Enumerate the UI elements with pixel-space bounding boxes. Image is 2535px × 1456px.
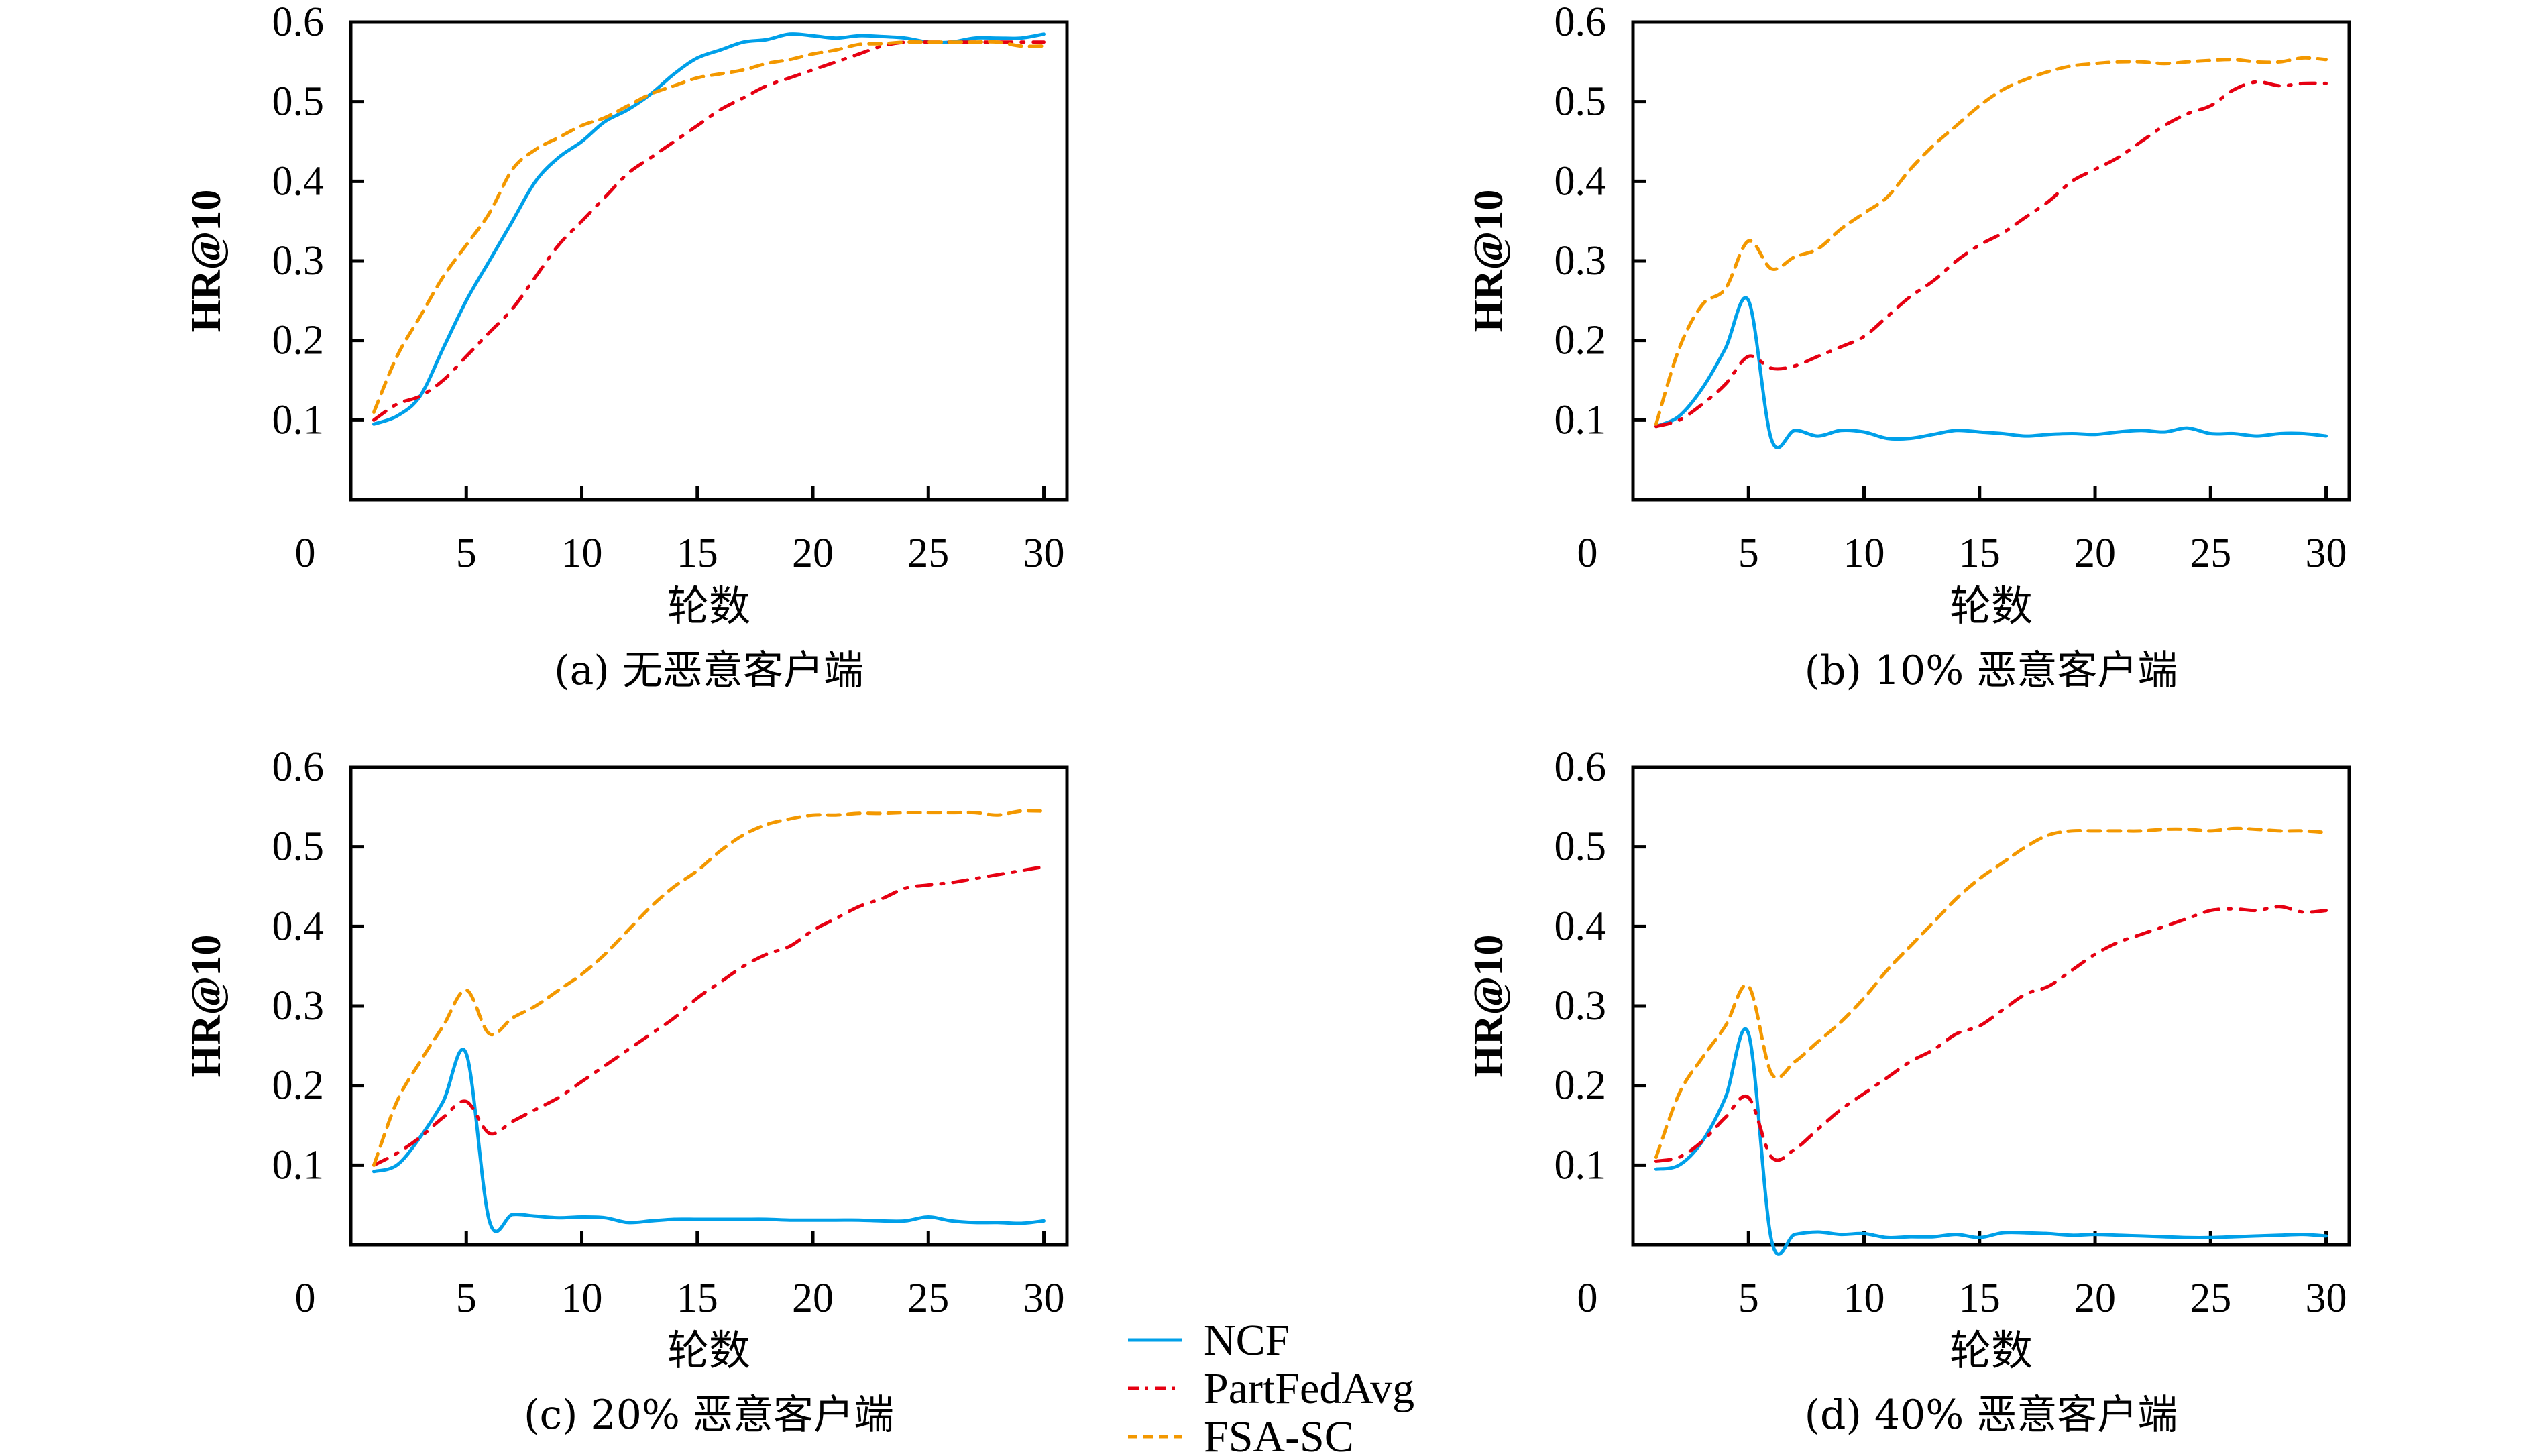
y-tick-label: 0.4 (1555, 158, 1607, 204)
series-line-partfedavg (1654, 905, 2328, 1163)
x-tick-label: 15 (677, 530, 718, 576)
x-tick-label: 5 (1738, 530, 1759, 576)
x-tick-label: 15 (677, 1276, 718, 1321)
y-tick-label: 0.1 (272, 397, 325, 443)
series-line-partfedavg (1654, 80, 2328, 429)
x-tick-label: 20 (2074, 530, 2116, 576)
x-tick-label: 0 (1577, 1276, 1598, 1321)
y-tick-label: 0.6 (1555, 0, 1607, 45)
y-tick-label: 0.1 (272, 1142, 325, 1188)
y-tick-label: 0.5 (1555, 79, 1607, 125)
series-line-partfedavg (372, 864, 1046, 1167)
legend-item: FSA-SC (1128, 1412, 1354, 1456)
panel-b: 0.1 0.2 0.3 0.4 0.5 0.6 0 5 10 15 20 25 30 轮数 HR@10 (b)… (1466, 0, 2351, 694)
y-tick-label: 0.6 (272, 744, 325, 790)
y-axis-title: HR@10 (1466, 190, 1512, 333)
series-line-ncf (372, 32, 1046, 426)
y-tick-label: 0.4 (1555, 903, 1607, 949)
series-line-fsa-sc (372, 40, 1046, 414)
y-tick-label: 0.5 (1555, 824, 1607, 870)
x-tick-label: 30 (2306, 1276, 2347, 1321)
legend-item: PartFedAvg (1128, 1364, 1414, 1413)
x-axis-title: 轮数 (1950, 581, 2033, 630)
y-tick-label: 0.6 (272, 0, 325, 45)
y-axis-title: HR@10 (184, 190, 229, 333)
y-tick-label: 0.5 (272, 79, 325, 125)
panel-d: 0.1 0.2 0.3 0.4 0.5 0.6 0 5 10 15 20 25 30 轮数 HR@10 (d)… (1466, 744, 2351, 1439)
x-tick-label: 30 (1023, 1276, 1065, 1321)
panel-caption: (b) 10% 恶意客户端 (1805, 647, 2178, 694)
y-tick-label: 0.3 (1555, 983, 1607, 1029)
panel-caption: (d) 40% 恶意客户端 (1805, 1392, 2178, 1439)
x-tick-label: 25 (907, 1276, 949, 1321)
y-axis-title: HR@10 (1466, 935, 1512, 1078)
x-tick-label: 20 (792, 530, 834, 576)
series-line-ncf (1654, 1027, 2328, 1256)
x-tick-label: 25 (2190, 530, 2231, 576)
y-tick-label: 0.3 (272, 983, 325, 1029)
x-tick-label: 5 (456, 530, 477, 576)
y-tick-label: 0.2 (1555, 1063, 1607, 1109)
y-tick-label: 0.1 (1555, 1142, 1607, 1188)
y-tick-label: 0.5 (272, 824, 325, 870)
y-axis-title: HR@10 (184, 935, 229, 1078)
y-tick-label: 0.2 (1555, 318, 1607, 363)
x-tick-label: 0 (295, 1276, 316, 1321)
y-tick-label: 0.6 (1555, 744, 1607, 790)
series-line-fsa-sc (1654, 56, 2328, 426)
panel-caption: (a) 无恶意客户端 (554, 647, 864, 694)
legend-item: NCF (1128, 1316, 1290, 1365)
y-tick-label: 0.4 (272, 903, 325, 949)
x-tick-label: 5 (1738, 1276, 1759, 1321)
x-tick-label: 15 (1959, 530, 2001, 576)
x-axis-title: 轮数 (1950, 1326, 2033, 1375)
plot-frame (349, 20, 1069, 502)
plot-frame (1631, 20, 2351, 502)
x-tick-label: 5 (456, 1276, 477, 1321)
x-tick-label: 25 (2190, 1276, 2231, 1321)
legend-label: PartFedAvg (1204, 1364, 1414, 1413)
x-tick-label: 0 (1577, 530, 1598, 576)
series-line-ncf (372, 1048, 1046, 1233)
y-tick-label: 0.2 (272, 318, 325, 363)
x-tick-label: 15 (1959, 1276, 2001, 1321)
legend-label: FSA-SC (1204, 1412, 1354, 1456)
y-tick-label: 0.1 (1555, 397, 1607, 443)
x-axis-title: 轮数 (667, 581, 750, 630)
panel-a: 0.1 0.2 0.3 0.4 0.5 0.6 0 5 10 15 20 25 30 轮数 HR@10 (a)… (184, 0, 1069, 694)
series-line-partfedavg (372, 40, 1046, 422)
x-tick-label: 20 (792, 1276, 834, 1321)
panel-caption: (c) 20% 恶意客户端 (524, 1392, 894, 1439)
y-tick-label: 0.3 (1555, 238, 1607, 284)
x-axis-title: 轮数 (667, 1326, 750, 1375)
x-tick-label: 10 (1844, 530, 1885, 576)
series-line-fsa-sc (1654, 826, 2328, 1159)
y-tick-label: 0.2 (272, 1063, 325, 1109)
y-tick-label: 0.3 (272, 238, 325, 284)
series-line-ncf (1654, 296, 2328, 449)
x-tick-label: 10 (1844, 1276, 1885, 1321)
y-tick-label: 0.4 (272, 158, 325, 204)
legend-label: NCF (1204, 1316, 1290, 1365)
x-tick-label: 25 (907, 530, 949, 576)
x-tick-label: 20 (2074, 1276, 2116, 1321)
x-tick-label: 10 (561, 1276, 603, 1321)
x-tick-label: 30 (1023, 530, 1065, 576)
plot-frame (349, 765, 1069, 1247)
panel-c: 0.1 0.2 0.3 0.4 0.5 0.6 0 5 10 15 20 25 30 轮数 HR@10 (c)… (184, 744, 1069, 1439)
x-tick-label: 30 (2306, 530, 2347, 576)
plot-frame (1631, 765, 2351, 1247)
series-line-fsa-sc (372, 809, 1046, 1167)
x-tick-label: 0 (295, 530, 316, 576)
x-tick-label: 10 (561, 530, 603, 576)
